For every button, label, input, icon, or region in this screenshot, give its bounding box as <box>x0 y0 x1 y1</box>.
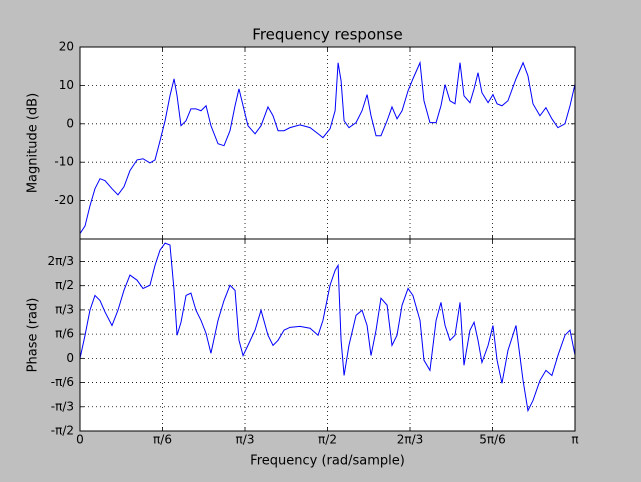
x-tick-label: 5π/6 <box>479 433 506 447</box>
y-tick-label: 10 <box>59 78 74 92</box>
y-tick-label: 0 <box>66 116 74 130</box>
x-tick-label: π/3 <box>236 433 255 447</box>
data-line <box>79 60 576 234</box>
y-axis-label: Magnitude (dB) <box>26 93 41 193</box>
x-tick-label: 0 <box>76 433 84 447</box>
y-tick-label: 0 <box>66 351 74 365</box>
x-tick-label: 2π/3 <box>397 433 424 447</box>
y-tick-label: -20 <box>54 193 74 207</box>
x-tick-label: π <box>571 433 578 447</box>
y-tick-label: -π/2 <box>51 424 74 438</box>
x-tick-label: π/6 <box>153 433 172 447</box>
y-tick-label: -π/3 <box>51 399 74 413</box>
y-axis-label: Phase (rad) <box>26 298 41 373</box>
y-tick-label: 20 <box>59 40 74 54</box>
y-tick-label: π/3 <box>55 302 74 316</box>
y-tick-label: -10 <box>54 155 74 169</box>
y-tick-label: 2π/3 <box>47 254 74 268</box>
y-tick-label: π/6 <box>55 327 74 341</box>
x-axis-label: Frequency (rad/sample) <box>250 454 405 469</box>
axes-frame <box>79 238 576 432</box>
y-tick-label: -π/6 <box>51 375 74 389</box>
data-line <box>79 242 576 413</box>
x-tick-label: π/2 <box>318 433 337 447</box>
y-tick-label: π/2 <box>55 278 74 292</box>
chart-title: Frequency response <box>252 26 402 44</box>
